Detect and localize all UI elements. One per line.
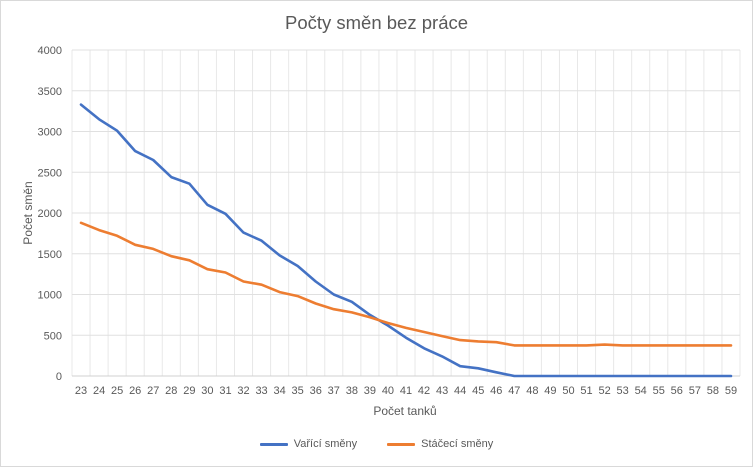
x-tick-label: 30 <box>201 385 213 397</box>
x-tick-label: 31 <box>219 385 231 397</box>
x-tick-label: 26 <box>129 385 141 397</box>
x-tick-label: 34 <box>273 385 285 397</box>
x-tick-label: 42 <box>418 385 430 397</box>
chart-title: Počty směn bez práce <box>284 12 469 33</box>
y-tick-label: 3500 <box>38 86 62 98</box>
legend-label-varici: Vařící směny <box>293 438 358 450</box>
x-tick-label: 24 <box>93 385 105 397</box>
x-tick-label: 49 <box>544 385 556 397</box>
x-tick-label: 55 <box>653 385 665 397</box>
x-tick-label: 53 <box>617 385 629 397</box>
x-tick-label: 44 <box>454 385 466 397</box>
x-tick-label: 52 <box>598 385 610 397</box>
legend-label-staceci: Stáčecí směny <box>421 438 494 450</box>
x-tick-label: 56 <box>671 385 683 397</box>
x-tick-label: 40 <box>382 385 394 397</box>
x-tick-label: 46 <box>490 385 502 397</box>
x-tick-label: 47 <box>508 385 520 397</box>
x-axis-title: Počet tanků <box>373 404 436 418</box>
y-tick-label: 0 <box>56 371 62 383</box>
x-tick-label: 58 <box>707 385 719 397</box>
series-line-staceci <box>79 221 733 347</box>
y-tick-label: 4000 <box>38 45 62 57</box>
x-tick-label: 37 <box>328 385 340 397</box>
x-tick-label: 32 <box>237 385 249 397</box>
y-axis-title: Počet směn <box>21 181 35 244</box>
x-tick-label: 54 <box>635 385 647 397</box>
legend-item-varici: Vařící směny <box>259 438 358 450</box>
x-tick-label: 39 <box>364 385 376 397</box>
x-tick-label: 51 <box>580 385 592 397</box>
x-tick-label: 23 <box>75 385 87 397</box>
legend-swatch-varici <box>259 442 288 446</box>
x-tick-label: 59 <box>725 385 737 397</box>
y-tick-label: 1500 <box>38 249 62 261</box>
x-tick-label: 38 <box>346 385 358 397</box>
legend-item-staceci: Stáčecí směny <box>387 438 493 450</box>
y-tick-label: 500 <box>44 330 62 342</box>
y-tick-label: 2500 <box>38 167 62 179</box>
x-tick-label: 41 <box>400 385 412 397</box>
legend: Vařící směny Stáčecí směny <box>0 438 753 450</box>
x-tick-label: 43 <box>436 385 448 397</box>
y-tick-label: 3000 <box>38 127 62 139</box>
x-axis-ticks: 23 24 25 26 27 28 29 30 31 32 33 34 35 36 37 38 39 40 41 42… <box>75 385 737 397</box>
y-tick-label: 1000 <box>38 290 62 302</box>
x-tick-label: 57 <box>689 385 701 397</box>
y-tick-label: 2000 <box>38 208 62 220</box>
x-tick-label: 29 <box>183 385 195 397</box>
x-tick-label: 48 <box>526 385 538 397</box>
x-tick-label: 28 <box>165 385 177 397</box>
y-axis-ticks: 0 500 1000 1500 2000 2500 3000 3500 4000 <box>38 45 62 383</box>
x-tick-label: 25 <box>111 385 123 397</box>
x-tick-label: 45 <box>472 385 484 397</box>
x-tick-label: 33 <box>255 385 267 397</box>
x-tick-label: 36 <box>310 385 322 397</box>
legend-swatch-staceci <box>387 442 416 446</box>
series-lines <box>79 103 733 378</box>
series-line-varici <box>79 103 733 378</box>
x-tick-label: 27 <box>147 385 159 397</box>
x-tick-label: 35 <box>292 385 304 397</box>
x-tick-label: 50 <box>562 385 574 397</box>
